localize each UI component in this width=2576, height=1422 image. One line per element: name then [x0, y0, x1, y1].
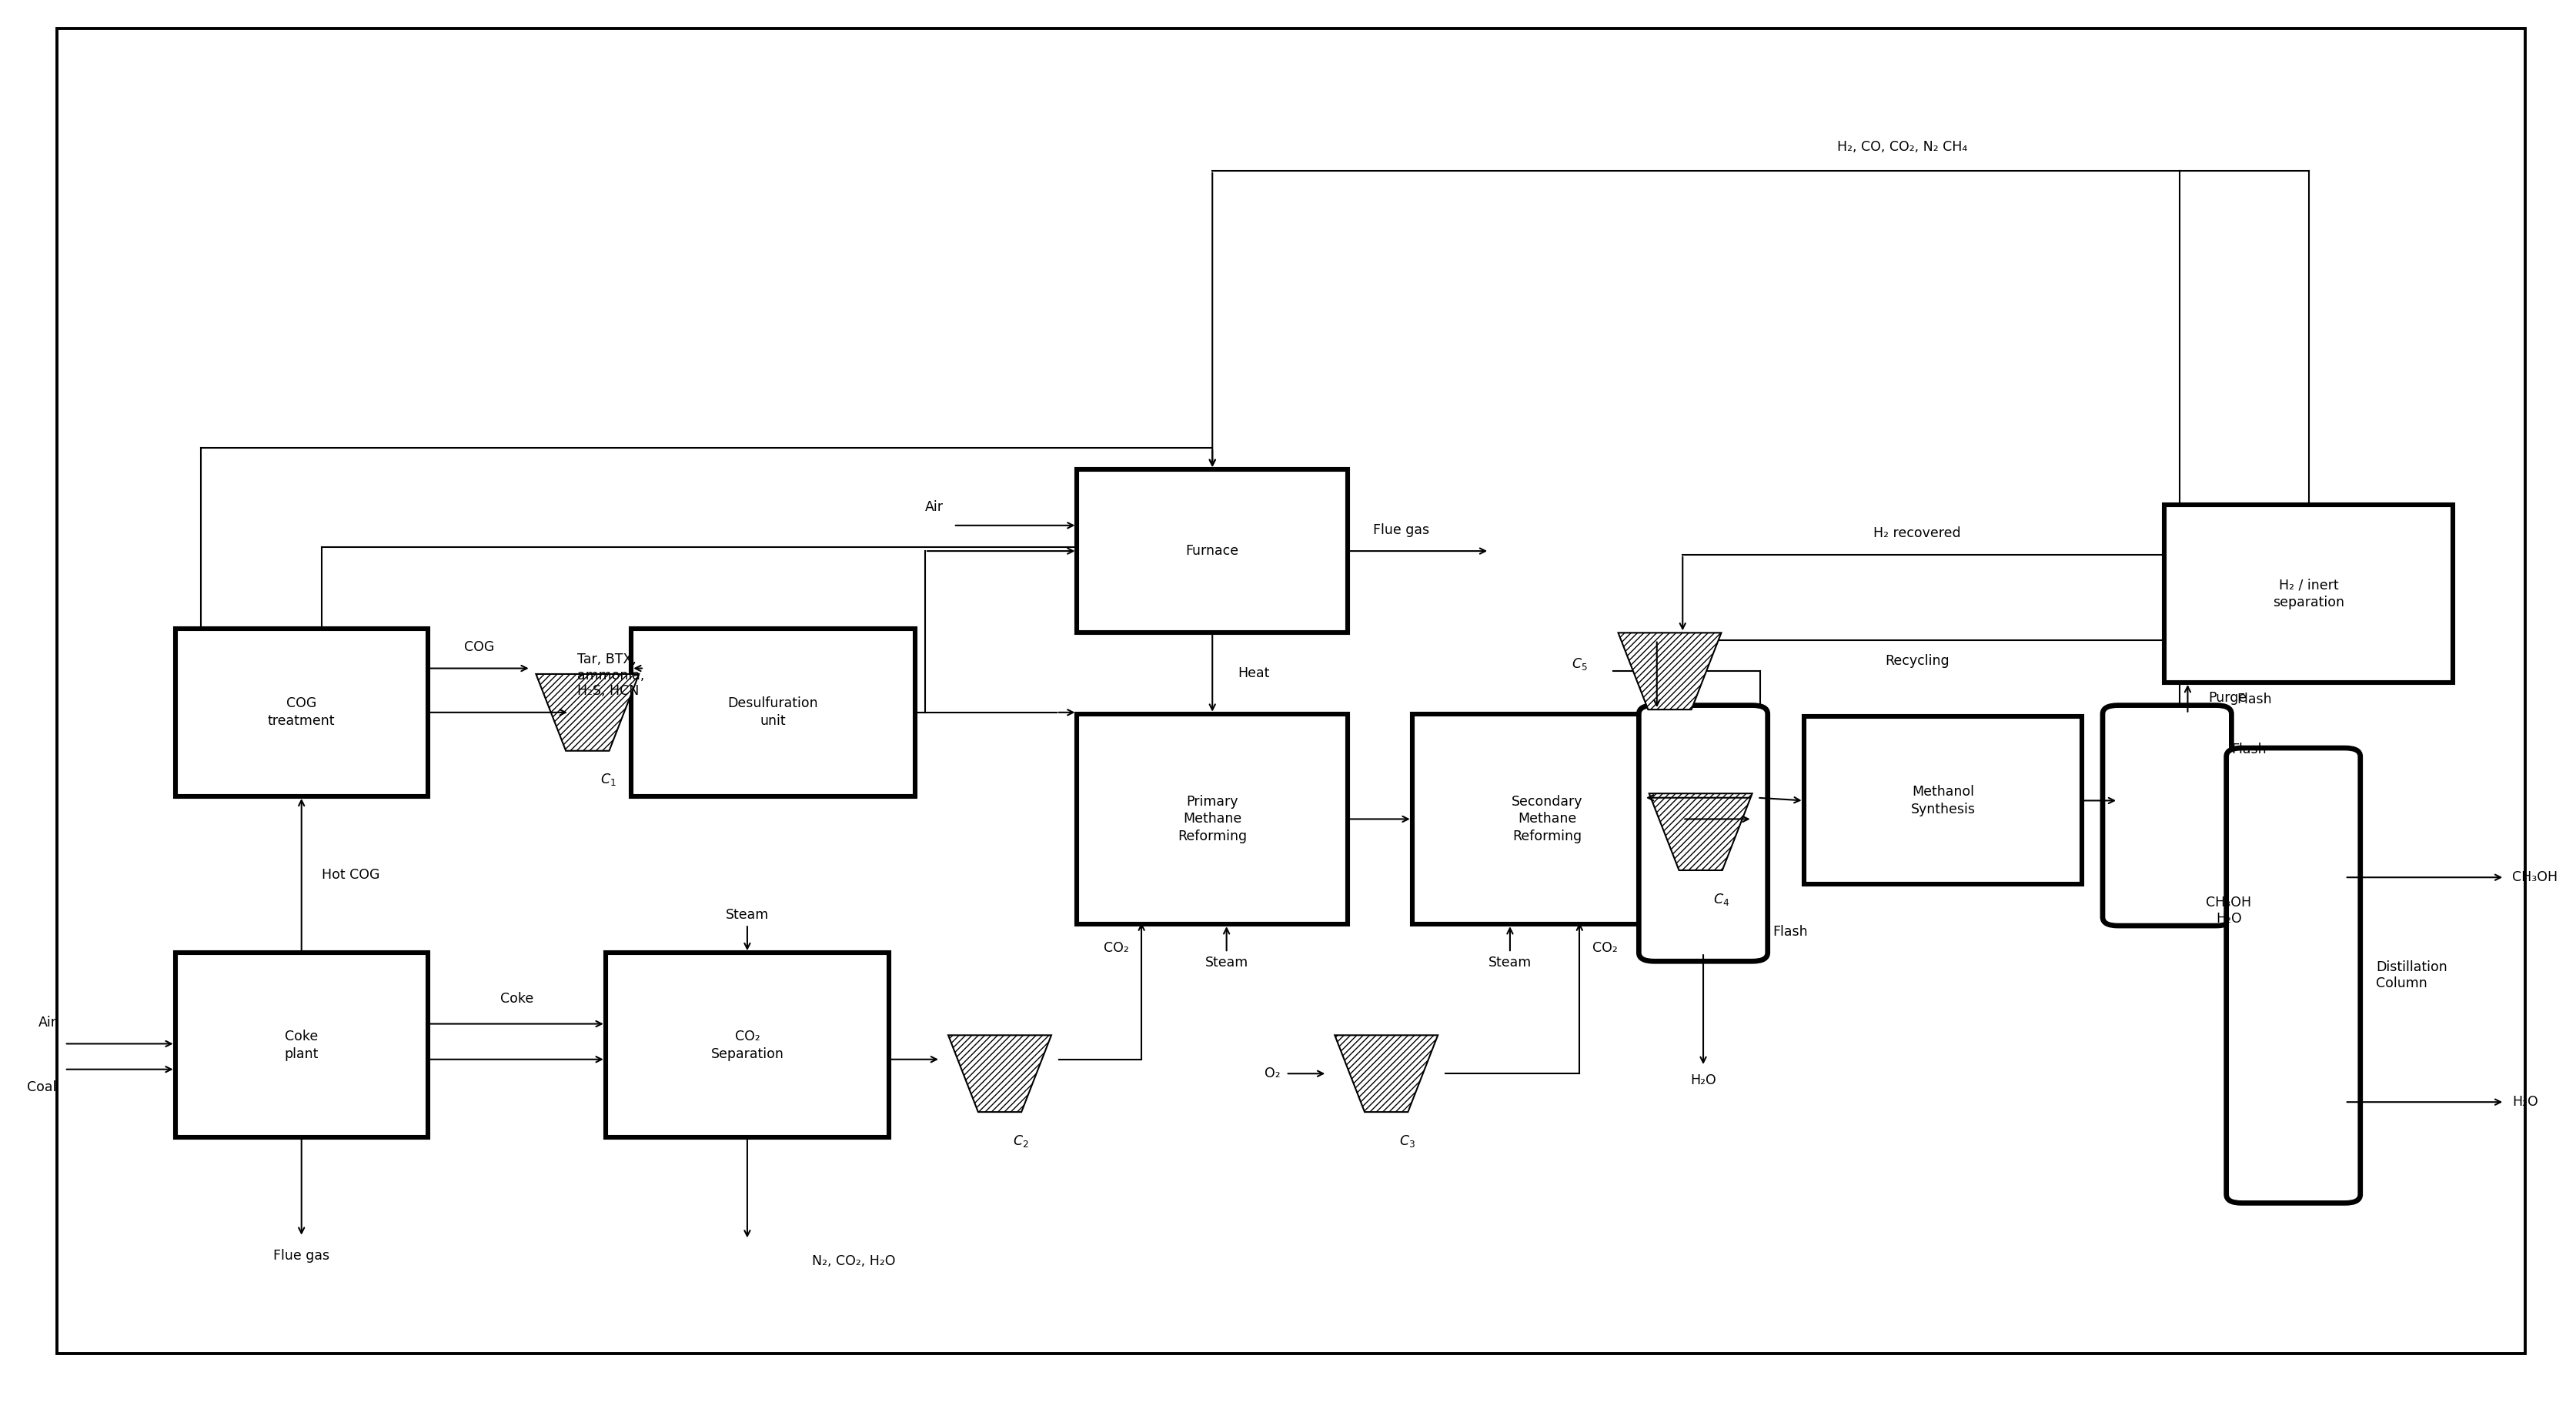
Text: COG: COG: [464, 640, 495, 654]
Text: O₂: O₂: [1265, 1066, 1280, 1081]
FancyBboxPatch shape: [1638, 705, 1767, 961]
Text: Flue gas: Flue gas: [273, 1249, 330, 1263]
Text: CH₃OH
H₂O: CH₃OH H₂O: [2205, 896, 2251, 926]
Text: Coke
plant: Coke plant: [283, 1030, 319, 1061]
Text: $C_4$: $C_4$: [1713, 892, 1728, 907]
Text: Steam: Steam: [1489, 956, 1530, 970]
Text: $C_2$: $C_2$: [1012, 1133, 1028, 1149]
Text: Distillation
Column: Distillation Column: [2375, 961, 2447, 990]
Text: Heat: Heat: [1236, 667, 1270, 680]
Text: $C_5$: $C_5$: [1571, 657, 1587, 671]
Text: Flue gas: Flue gas: [1373, 523, 1430, 536]
Bar: [1412, 714, 1682, 924]
Polygon shape: [1334, 1035, 1437, 1112]
Text: H₂O: H₂O: [1690, 1074, 1716, 1088]
Text: COG
treatment: COG treatment: [268, 697, 335, 728]
Text: Flash: Flash: [1772, 924, 1808, 939]
Text: Methanol
Synthesis: Methanol Synthesis: [1909, 785, 1976, 816]
Text: Air: Air: [39, 1015, 57, 1030]
Text: Primary
Methane
Reforming: Primary Methane Reforming: [1177, 795, 1247, 843]
Text: CO₂: CO₂: [1592, 941, 1618, 956]
Text: Steam: Steam: [1206, 956, 1247, 970]
Text: Hot COG: Hot COG: [322, 867, 381, 882]
Text: $C_1$: $C_1$: [600, 772, 616, 788]
Polygon shape: [1649, 793, 1752, 870]
Bar: [1077, 469, 1347, 633]
Text: Furnace: Furnace: [1185, 545, 1239, 557]
Text: Flash: Flash: [2236, 693, 2272, 707]
Text: Tar, BTX,
ammonia,
H₂S, HCN: Tar, BTX, ammonia, H₂S, HCN: [577, 653, 644, 698]
Polygon shape: [948, 1035, 1051, 1112]
Text: Recycling: Recycling: [1886, 654, 1947, 668]
Bar: [1803, 717, 2081, 884]
Bar: [605, 953, 889, 1138]
Bar: [1077, 714, 1347, 924]
Text: Desulfuration
unit: Desulfuration unit: [726, 697, 819, 728]
Text: Flash: Flash: [2231, 742, 2267, 757]
Text: Steam: Steam: [726, 907, 768, 921]
Text: N₂, CO₂, H₂O: N₂, CO₂, H₂O: [811, 1254, 894, 1268]
Text: H₂, CO, CO₂, N₂ CH₄: H₂, CO, CO₂, N₂ CH₄: [1837, 139, 1968, 154]
Bar: [2164, 505, 2452, 683]
Text: Coke: Coke: [500, 991, 533, 1005]
Text: Air: Air: [925, 501, 943, 513]
Bar: [631, 629, 914, 796]
FancyBboxPatch shape: [2226, 748, 2360, 1203]
Text: CO₂
Separation: CO₂ Separation: [711, 1030, 783, 1061]
Text: H₂ / inert
separation: H₂ / inert separation: [2272, 577, 2344, 610]
Text: Purge: Purge: [2208, 691, 2246, 705]
Text: Secondary
Methane
Reforming: Secondary Methane Reforming: [1512, 795, 1582, 843]
Text: H₂O: H₂O: [2512, 1095, 2537, 1109]
Bar: [175, 629, 428, 796]
Polygon shape: [536, 674, 639, 751]
Text: Coal: Coal: [28, 1081, 57, 1095]
Text: CO₂: CO₂: [1103, 941, 1128, 956]
Text: CH₃OH: CH₃OH: [2512, 870, 2558, 884]
Text: $C_3$: $C_3$: [1399, 1133, 1414, 1149]
Text: H₂ recovered: H₂ recovered: [1873, 526, 1960, 540]
Polygon shape: [1618, 633, 1721, 710]
Bar: [175, 953, 428, 1138]
FancyBboxPatch shape: [2102, 705, 2231, 926]
